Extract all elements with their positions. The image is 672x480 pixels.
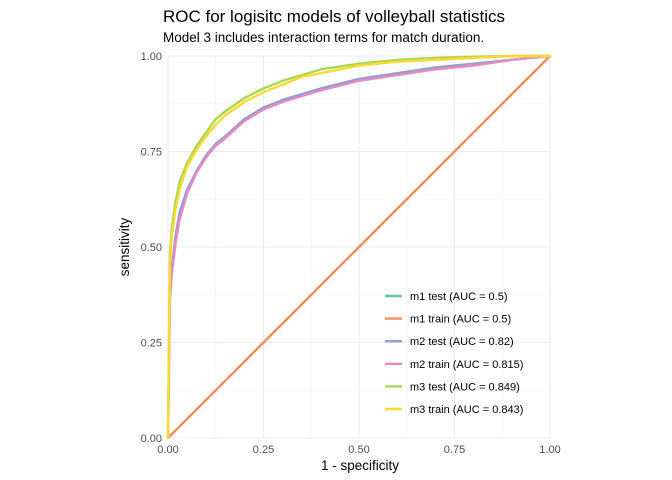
legend-label: m2 train (AUC = 0.815) bbox=[410, 359, 523, 371]
x-tick-label: 0.75 bbox=[444, 444, 465, 456]
x-axis-title: 1 - specificity bbox=[321, 458, 399, 473]
series-line-3 bbox=[166, 54, 552, 440]
x-tick-label: 0.00 bbox=[157, 444, 178, 456]
y-tick-label: 0.75 bbox=[141, 147, 162, 159]
y-axis-title: sensitivity bbox=[117, 217, 132, 276]
series-line-5 bbox=[166, 54, 552, 440]
chart-subtitle: Model 3 includes interaction terms for m… bbox=[163, 30, 484, 45]
y-tick-label: 0.50 bbox=[141, 242, 162, 254]
legend-label: m1 train (AUC = 0.5) bbox=[410, 314, 511, 326]
x-tick-label: 0.50 bbox=[348, 444, 369, 456]
legend: m1 test (AUC = 0.5) m1 train (AUC = 0.5) m… bbox=[385, 291, 523, 416]
legend-label: m3 train (AUC = 0.843) bbox=[410, 404, 523, 416]
x-tick-label: 0.25 bbox=[253, 444, 274, 456]
axis-ticks: 0.00 0.25 0.50 0.75 1.00 0.00 0.25 0.50 0.75 1.00 bbox=[141, 51, 561, 456]
x-tick-label: 1.00 bbox=[539, 444, 560, 456]
series-lines bbox=[166, 54, 552, 440]
y-tick-label: 0.25 bbox=[141, 338, 162, 350]
legend-label: m2 test (AUC = 0.82) bbox=[410, 336, 514, 348]
chart-title: ROC for logisitc models of volleyball st… bbox=[163, 7, 505, 26]
y-tick-label: 1.00 bbox=[141, 51, 162, 63]
series-line-2 bbox=[166, 54, 552, 440]
legend-label: m3 test (AUC = 0.849) bbox=[410, 381, 520, 393]
y-tick-label: 0.00 bbox=[141, 433, 162, 445]
series-line-4 bbox=[166, 54, 552, 440]
legend-label: m1 test (AUC = 0.5) bbox=[410, 291, 508, 303]
series-line-6 bbox=[166, 54, 552, 440]
